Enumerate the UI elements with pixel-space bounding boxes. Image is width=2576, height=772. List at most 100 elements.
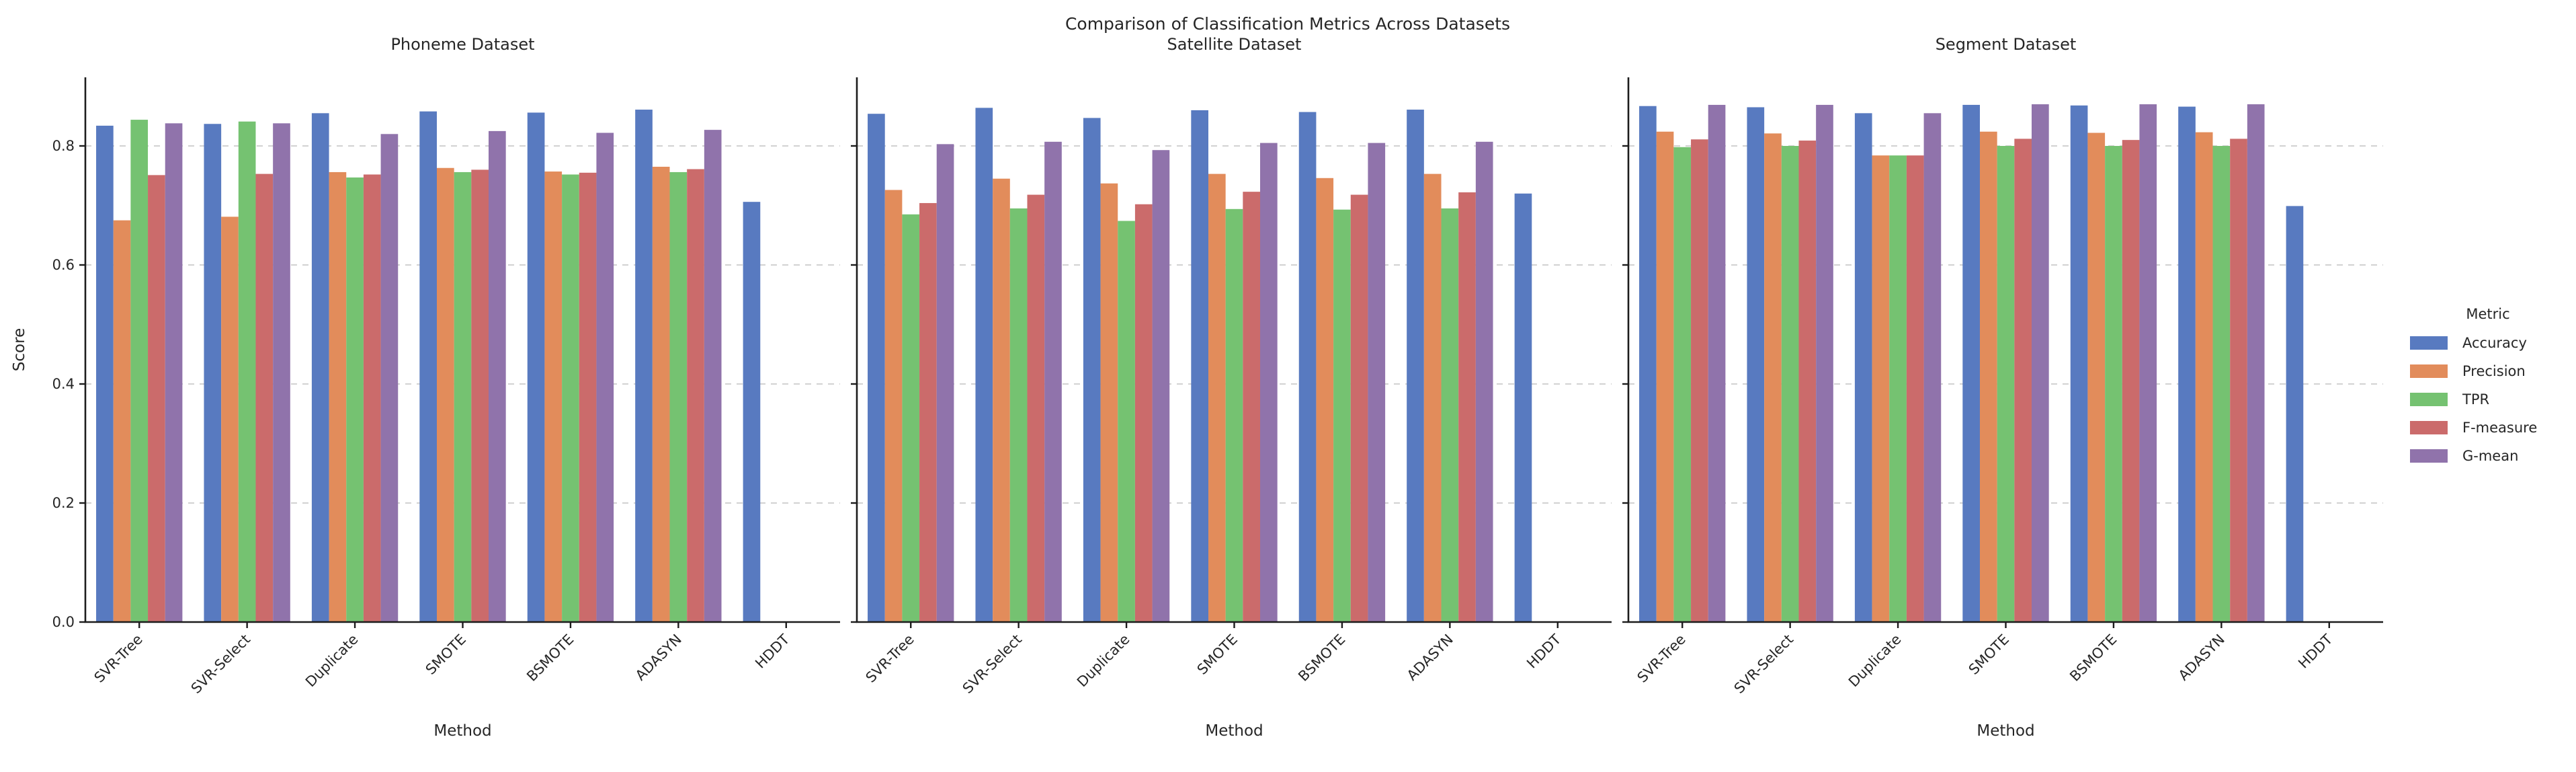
legend-label-tpr: TPR [2462, 391, 2489, 408]
x-axis-label-satellite-dataset: Method [1205, 722, 1263, 740]
x-tick-label-segment-dataset-svr-tree: SVR-Tree [1634, 631, 1689, 686]
bar-segment-dataset-smote-precision [1979, 131, 1997, 622]
bar-phoneme-dataset-svr-select-accuracy [204, 124, 222, 622]
bar-segment-dataset-smote-tpr [1997, 146, 2015, 622]
x-tick-label-segment-dataset-hddt: HDDT [2295, 631, 2335, 671]
y-tick-label-0.4: 0.4 [52, 376, 75, 392]
bar-segment-dataset-smote-f-measure [2014, 139, 2032, 622]
panel-title-segment-dataset: Segment Dataset [1936, 35, 2077, 54]
bar-satellite-dataset-bsmote-tpr [1333, 209, 1351, 622]
legend-swatch-f-measure [2410, 421, 2448, 434]
legend-swatch-g-mean [2410, 449, 2448, 463]
x-tick-label-satellite-dataset-hddt: HDDT [1524, 631, 1564, 671]
bar-segment-dataset-svr-tree-tpr [1673, 147, 1692, 622]
bar-phoneme-dataset-smote-f-measure [471, 169, 489, 622]
bar-phoneme-dataset-svr-tree-accuracy [96, 125, 114, 622]
bar-phoneme-dataset-svr-tree-precision [113, 220, 131, 622]
x-tick-label-segment-dataset-duplicate: Duplicate [1845, 631, 1905, 691]
bar-satellite-dataset-adasyn-tpr [1441, 208, 1459, 622]
bar-phoneme-dataset-svr-select-tpr [238, 121, 256, 623]
bar-phoneme-dataset-svr-tree-g-mean [165, 123, 183, 622]
bar-segment-dataset-svr-select-accuracy [1747, 107, 1765, 623]
bar-phoneme-dataset-duplicate-accuracy [311, 113, 329, 622]
bar-satellite-dataset-svr-select-precision [993, 178, 1010, 622]
y-tick-label-0.2: 0.2 [52, 495, 75, 511]
bar-phoneme-dataset-duplicate-g-mean [380, 134, 399, 623]
legend-title: Metric [2466, 306, 2509, 322]
bar-phoneme-dataset-adasyn-precision [652, 166, 670, 623]
bar-segment-dataset-bsmote-g-mean [2139, 104, 2157, 623]
bar-segment-dataset-svr-tree-f-measure [1691, 139, 1708, 622]
bar-segment-dataset-svr-select-g-mean [1816, 104, 1833, 622]
bar-phoneme-dataset-hddt-accuracy [743, 202, 761, 622]
bar-satellite-dataset-svr-select-tpr [1009, 208, 1028, 622]
bar-satellite-dataset-svr-tree-f-measure [919, 202, 937, 623]
bar-segment-dataset-duplicate-f-measure [1906, 155, 1924, 622]
bar-phoneme-dataset-svr-select-g-mean [273, 123, 290, 622]
bar-segment-dataset-duplicate-accuracy [1854, 113, 1872, 622]
bar-segment-dataset-bsmote-f-measure [2122, 140, 2140, 622]
bar-satellite-dataset-svr-tree-accuracy [868, 114, 885, 622]
x-tick-label-phoneme-dataset-bsmote: BSMOTE [524, 631, 577, 685]
bar-segment-dataset-hddt-accuracy [2286, 206, 2304, 622]
legend-label-precision: Precision [2462, 363, 2526, 379]
bar-segment-dataset-adasyn-accuracy [2178, 106, 2196, 623]
x-tick-label-segment-dataset-adasyn: ADASYN [2175, 631, 2228, 684]
bar-segment-dataset-svr-select-precision [1764, 133, 1782, 623]
bar-satellite-dataset-svr-tree-tpr [902, 214, 920, 622]
x-tick-label-segment-dataset-smote: SMOTE [1966, 631, 2012, 678]
x-tick-label-segment-dataset-svr-select: SVR-Select [1731, 631, 1796, 697]
bar-segment-dataset-smote-g-mean [2032, 104, 2049, 623]
legend-label-f-measure: F-measure [2462, 420, 2537, 436]
bar-satellite-dataset-smote-accuracy [1191, 110, 1208, 622]
bar-phoneme-dataset-smote-tpr [454, 171, 472, 622]
x-tick-label-phoneme-dataset-smote: SMOTE [423, 631, 469, 678]
bar-phoneme-dataset-duplicate-precision [329, 171, 347, 622]
y-tick-label-0.6: 0.6 [52, 257, 75, 273]
figure-title: Comparison of Classification Metrics Acr… [1065, 14, 1510, 34]
bar-phoneme-dataset-smote-precision [436, 167, 454, 622]
bar-satellite-dataset-smote-precision [1208, 173, 1226, 623]
bar-satellite-dataset-bsmote-g-mean [1368, 143, 1386, 622]
x-tick-label-phoneme-dataset-adasyn: ADASYN [632, 631, 685, 684]
x-tick-label-satellite-dataset-adasyn: ADASYN [1404, 631, 1456, 684]
bar-satellite-dataset-duplicate-tpr [1118, 221, 1135, 622]
x-tick-label-segment-dataset-bsmote: BSMOTE [2067, 631, 2120, 685]
x-axis-label-phoneme-dataset: Method [433, 722, 491, 740]
y-axis-label: Score [11, 328, 28, 371]
bar-phoneme-dataset-bsmote-accuracy [527, 112, 545, 622]
bar-phoneme-dataset-bsmote-f-measure [579, 172, 597, 622]
x-tick-label-phoneme-dataset-svr-tree: SVR-Tree [91, 631, 146, 686]
bar-segment-dataset-bsmote-tpr [2105, 146, 2122, 622]
bar-phoneme-dataset-svr-tree-tpr [130, 120, 149, 622]
bar-phoneme-dataset-duplicate-f-measure [363, 174, 381, 623]
bar-satellite-dataset-smote-f-measure [1243, 192, 1261, 622]
bar-segment-dataset-svr-tree-g-mean [1708, 104, 1726, 622]
bar-satellite-dataset-bsmote-f-measure [1350, 194, 1368, 622]
bar-satellite-dataset-bsmote-accuracy [1298, 112, 1317, 622]
legend-label-g-mean: G-mean [2462, 448, 2518, 464]
bar-segment-dataset-duplicate-g-mean [1923, 113, 1942, 622]
y-tick-label-0.0: 0.0 [52, 614, 75, 630]
bar-phoneme-dataset-smote-g-mean [489, 130, 506, 622]
bar-satellite-dataset-smote-tpr [1225, 208, 1243, 622]
bar-phoneme-dataset-adasyn-f-measure [687, 169, 704, 622]
x-tick-label-phoneme-dataset-svr-select: SVR-Select [188, 631, 253, 697]
legend-swatch-precision [2410, 364, 2448, 378]
bar-phoneme-dataset-svr-select-f-measure [255, 173, 274, 623]
bar-phoneme-dataset-svr-tree-f-measure [148, 175, 165, 622]
x-tick-label-satellite-dataset-svr-tree: SVR-Tree [863, 631, 917, 686]
bar-segment-dataset-duplicate-tpr [1889, 155, 1907, 622]
bar-segment-dataset-adasyn-f-measure [2230, 139, 2247, 622]
bar-satellite-dataset-adasyn-precision [1423, 173, 1442, 623]
bar-segment-dataset-svr-select-f-measure [1798, 141, 1817, 622]
bar-satellite-dataset-duplicate-f-measure [1134, 204, 1153, 623]
bar-phoneme-dataset-bsmote-tpr [562, 174, 579, 623]
bar-phoneme-dataset-adasyn-g-mean [704, 130, 722, 623]
bar-satellite-dataset-duplicate-accuracy [1083, 118, 1101, 622]
bar-segment-dataset-smote-accuracy [1962, 104, 1980, 622]
x-tick-label-phoneme-dataset-hddt: HDDT [752, 631, 792, 671]
x-tick-label-phoneme-dataset-duplicate: Duplicate [302, 631, 362, 691]
